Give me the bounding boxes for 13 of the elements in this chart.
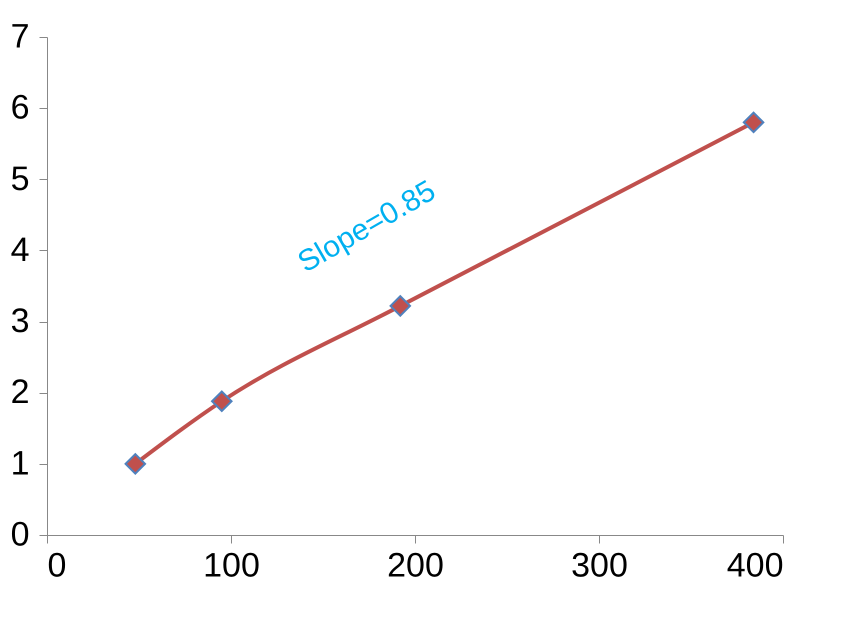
x-tick-label: 0 (48, 546, 66, 584)
x-tick-label: 100 (203, 546, 260, 584)
y-tick-label: 1 (10, 444, 30, 482)
y-tick-label: 7 (10, 18, 30, 56)
x-tick-label: 300 (571, 546, 628, 584)
y-tick-label: 5 (10, 160, 30, 198)
y-tick-label: 2 (10, 373, 30, 412)
x-tick-label: 200 (387, 546, 444, 584)
x-tick-label: 400 (726, 546, 784, 584)
y-tick-label: 0 (10, 516, 30, 554)
y-tick-label: 6 (10, 88, 30, 127)
y-tick-label: 4 (10, 230, 30, 269)
y-tick-label: 3 (10, 302, 30, 340)
